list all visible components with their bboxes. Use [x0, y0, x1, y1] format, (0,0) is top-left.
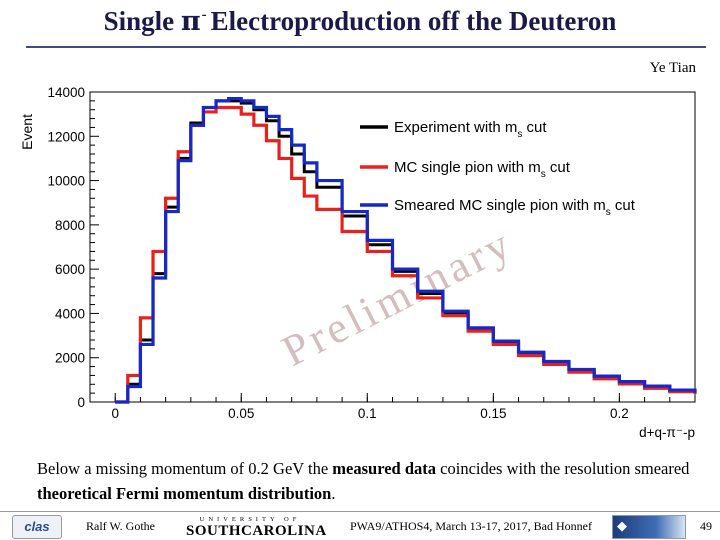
x-tick-label: 0.05	[228, 406, 254, 421]
legend-label-3: Smeared MC single pion with ms cut	[394, 197, 636, 218]
y-tick-label: 2000	[55, 351, 85, 366]
title-text-start: Single	[103, 6, 181, 36]
y-tick-label: 4000	[55, 306, 85, 321]
usc-logo: UNIVERSITY OF SOUTHCAROLINA	[186, 516, 327, 539]
usc-logo-bottom: SOUTHCAROLINA	[186, 523, 327, 539]
footer-divider	[0, 511, 720, 512]
athos-logo-icon: ◆	[617, 519, 627, 534]
author-name: Ye Tian	[649, 60, 696, 76]
y-tick-label: 12000	[47, 129, 85, 144]
slide-title: Single π- Electroproduction off the Deute…	[0, 6, 720, 37]
x-tick-label: 0.2	[610, 406, 629, 421]
usc-logo-top: UNIVERSITY OF	[199, 516, 301, 523]
caption-text-3: .	[331, 484, 336, 503]
presenter-name: Ralf W. Gothe	[86, 519, 155, 533]
y-tick-label: 14000	[47, 85, 85, 100]
clas-logo: clas	[12, 515, 62, 539]
slide-caption: Below a missing momentum of 0.2 GeV the …	[37, 456, 697, 506]
caption-text-1: Below a missing momentum of 0.2 GeV the	[37, 459, 333, 478]
legend-label-1: Experiment with ms cut	[394, 119, 547, 140]
title-pi-symbol: π	[180, 6, 201, 37]
y-tick-label: 10000	[47, 174, 85, 189]
title-superscript: -	[201, 7, 207, 23]
y-tick-label: 8000	[55, 218, 85, 233]
caption-bold-1: measured data	[332, 459, 437, 478]
x-tick-label: 0.1	[358, 406, 377, 421]
page-number: 49	[700, 519, 712, 533]
title-divider	[26, 46, 706, 48]
y-tick-label: 0	[77, 395, 85, 410]
conference-info: PWA9/ATHOS4, March 13-17, 2017, Bad Honn…	[350, 519, 592, 533]
x-tick-label: 0	[111, 406, 119, 421]
y-tick-label: 6000	[55, 262, 85, 277]
series-line-3	[115, 97, 697, 404]
title-text-end: Electroproduction off the Deuteron	[210, 6, 617, 36]
legend-label-2: MC single pion with ms cut	[394, 159, 571, 180]
y-axis-title: Event	[19, 114, 35, 150]
histogram-chart: Preliminary02000400060008000100001200014…	[19, 85, 697, 440]
x-axis-title: d+q-π⁻-p	[639, 425, 695, 440]
caption-bold-2: theoretical Fermi momentum distribution	[37, 484, 332, 503]
athos-logo: ◆	[612, 515, 686, 539]
x-tick-label: 0.15	[480, 406, 506, 421]
caption-text-2: coincides with the resolution smeared	[436, 459, 690, 478]
